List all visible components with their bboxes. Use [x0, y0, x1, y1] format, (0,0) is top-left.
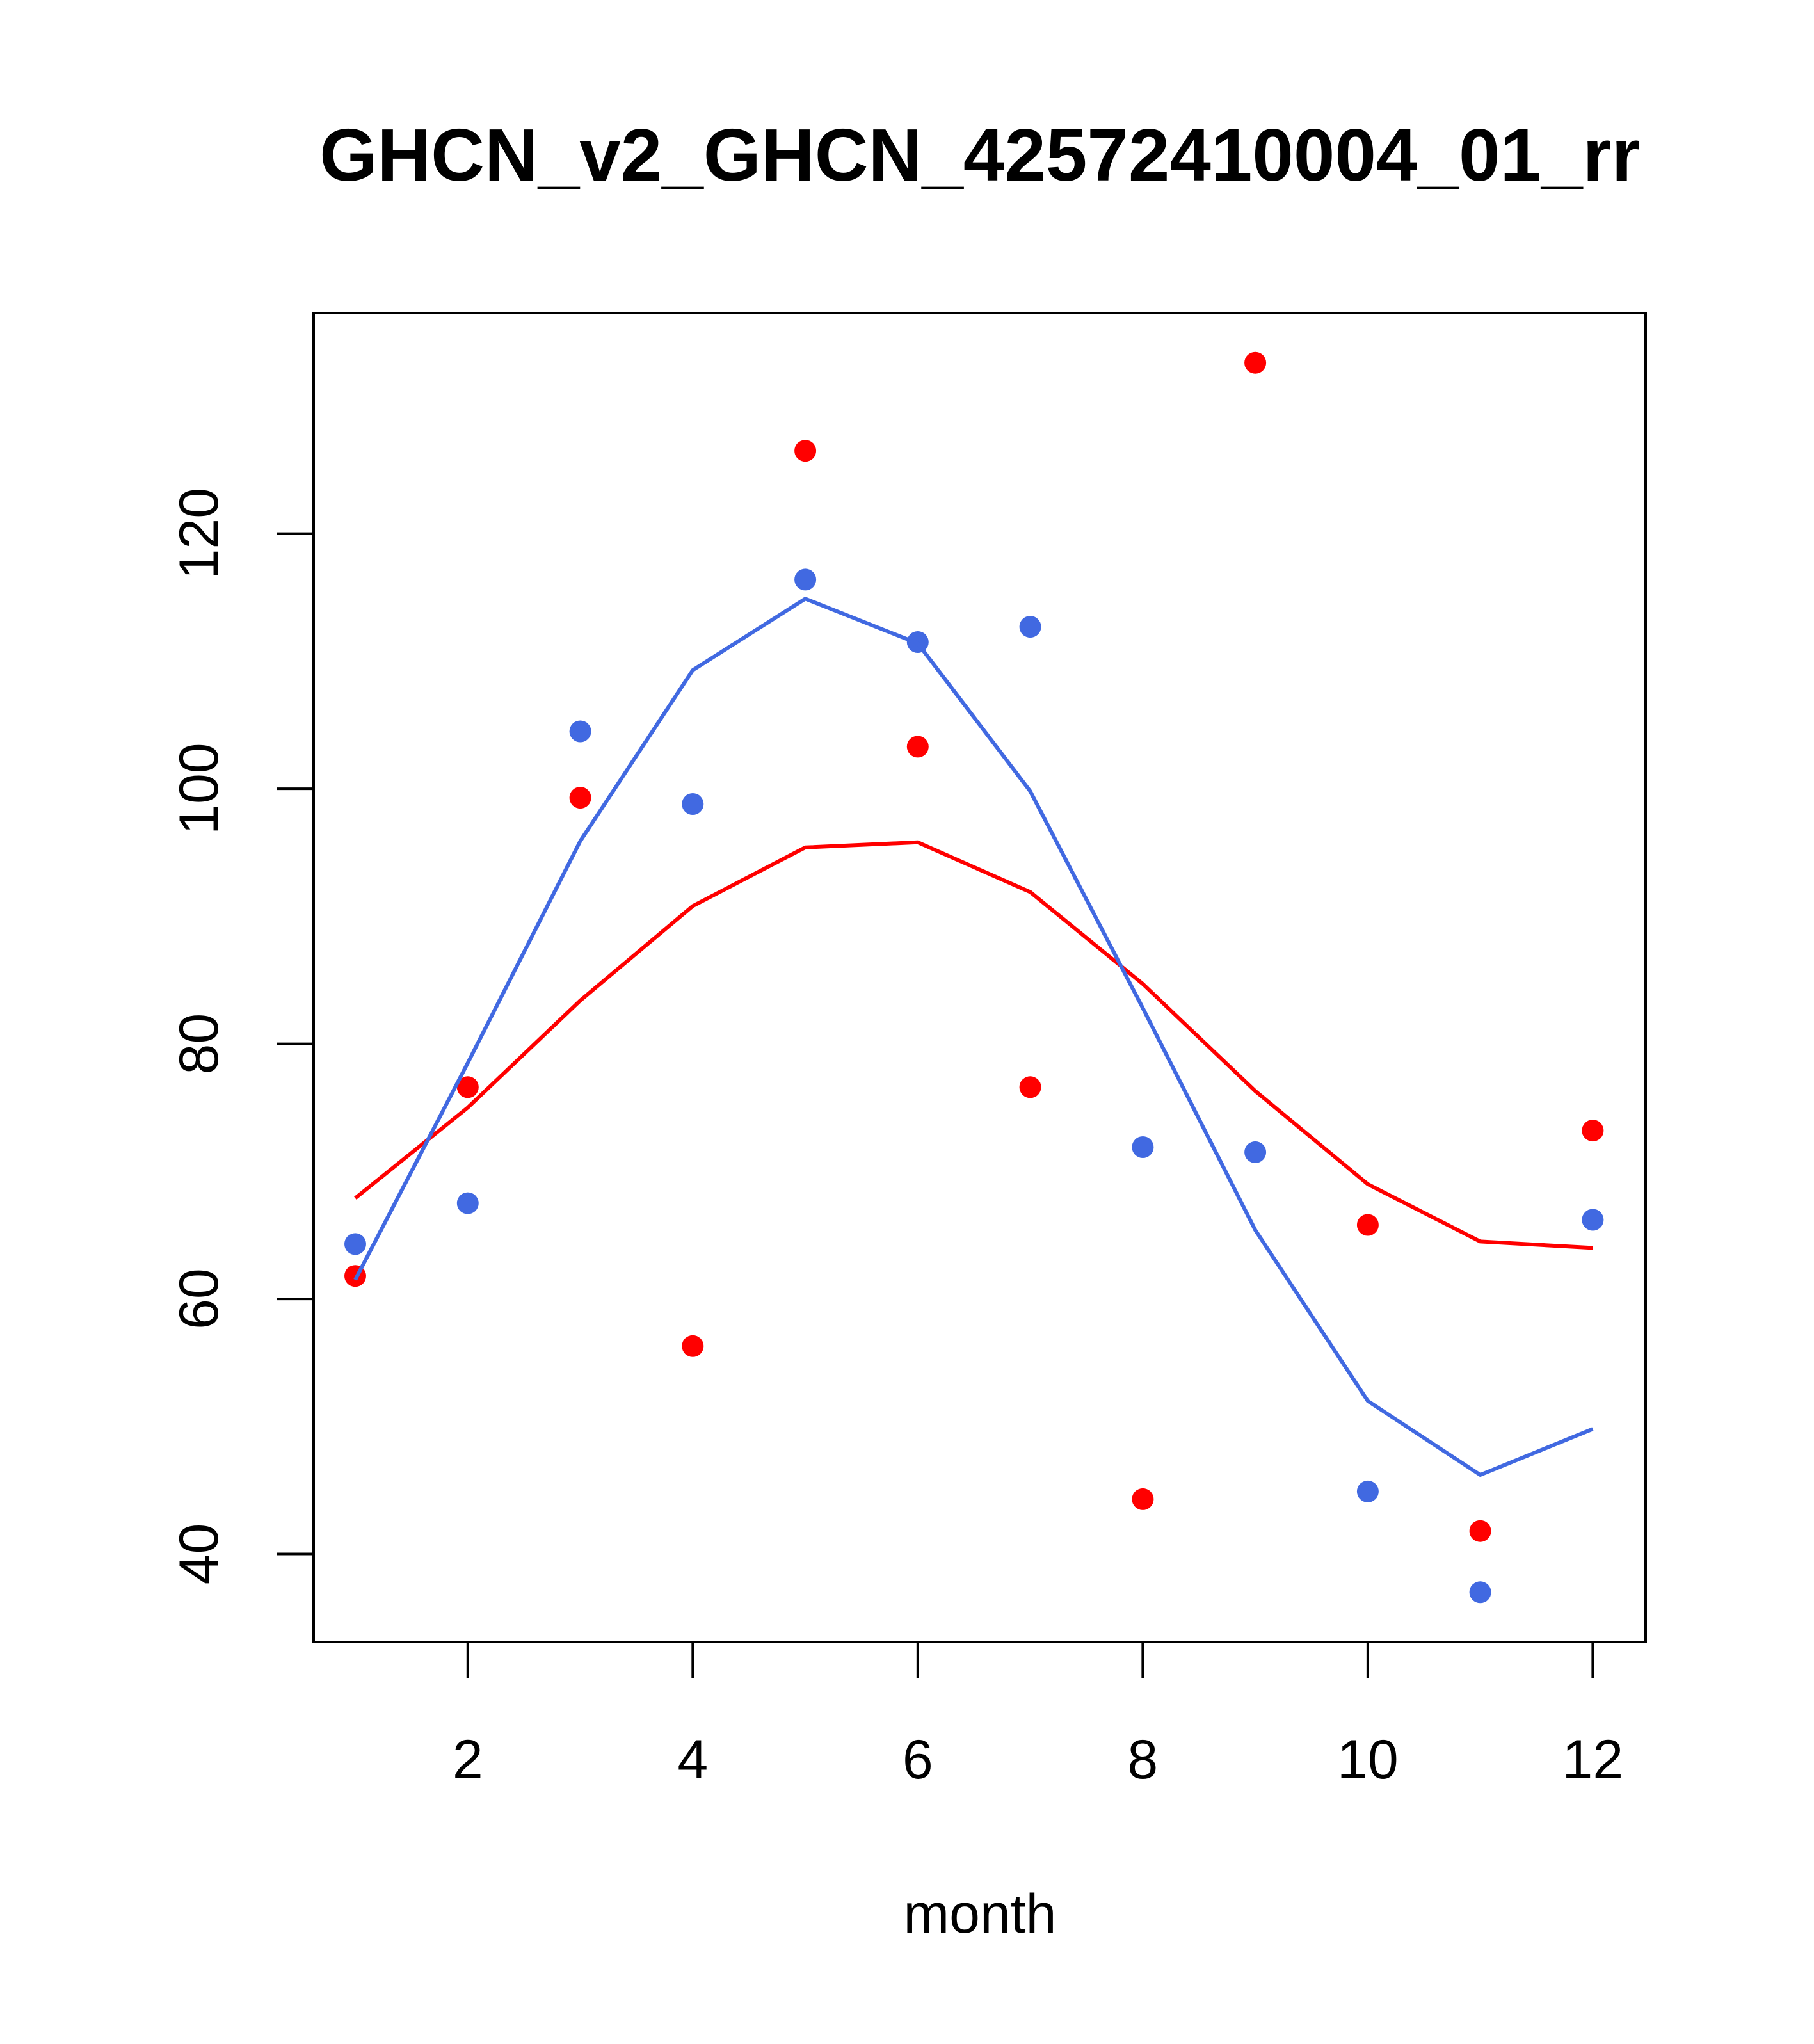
x-tick-label: 10 — [1337, 1729, 1399, 1791]
plot-frame — [312, 312, 1647, 1643]
data-point — [1469, 1581, 1491, 1604]
data-point — [1582, 1209, 1604, 1231]
data-point — [1356, 1214, 1379, 1236]
data-point — [344, 1233, 366, 1255]
data-point — [682, 1335, 704, 1357]
series-layer — [344, 351, 1604, 1604]
data-point — [906, 736, 929, 758]
x-tick-label: 2 — [453, 1729, 483, 1791]
data-point — [569, 787, 591, 809]
data-point — [1244, 1141, 1267, 1163]
y-tick-label: 60 — [168, 1268, 230, 1330]
x-axis-label: month — [903, 1883, 1056, 1945]
x-tick-label: 4 — [677, 1729, 708, 1791]
series-line — [353, 597, 1594, 1477]
data-point — [1132, 1488, 1154, 1510]
y-tick-label: 40 — [168, 1524, 230, 1585]
data-point — [1244, 351, 1267, 374]
series-3 — [344, 568, 1604, 1604]
y-tick-label: 120 — [168, 488, 230, 580]
series-1 — [344, 351, 1604, 1542]
data-point — [456, 1076, 479, 1098]
data-point — [794, 440, 817, 462]
series-2 — [354, 840, 1593, 1250]
data-point — [569, 720, 591, 743]
data-point — [1132, 1136, 1154, 1158]
data-point — [1019, 616, 1041, 638]
data-point — [1019, 1076, 1041, 1098]
x-tick-label: 12 — [1562, 1729, 1624, 1791]
series-line — [354, 840, 1593, 1250]
x-tick-label: 6 — [903, 1729, 933, 1791]
data-point — [682, 793, 704, 815]
x-tick-label: 8 — [1127, 1729, 1158, 1791]
data-point — [1356, 1480, 1379, 1502]
chart-title: GHCN_v2_GHCN_42572410004_01_rr — [319, 113, 1641, 197]
data-point — [456, 1192, 479, 1214]
y-tick-label: 100 — [168, 743, 230, 835]
y-tick-label: 80 — [168, 1013, 230, 1075]
data-point — [794, 568, 817, 591]
y-axis: 40 60 80 100 120 — [168, 488, 315, 1585]
x-axis: 2 4 6 8 10 12 — [453, 1641, 1624, 1791]
data-point — [1469, 1520, 1491, 1542]
data-point — [1582, 1120, 1604, 1142]
series-4 — [353, 597, 1594, 1477]
